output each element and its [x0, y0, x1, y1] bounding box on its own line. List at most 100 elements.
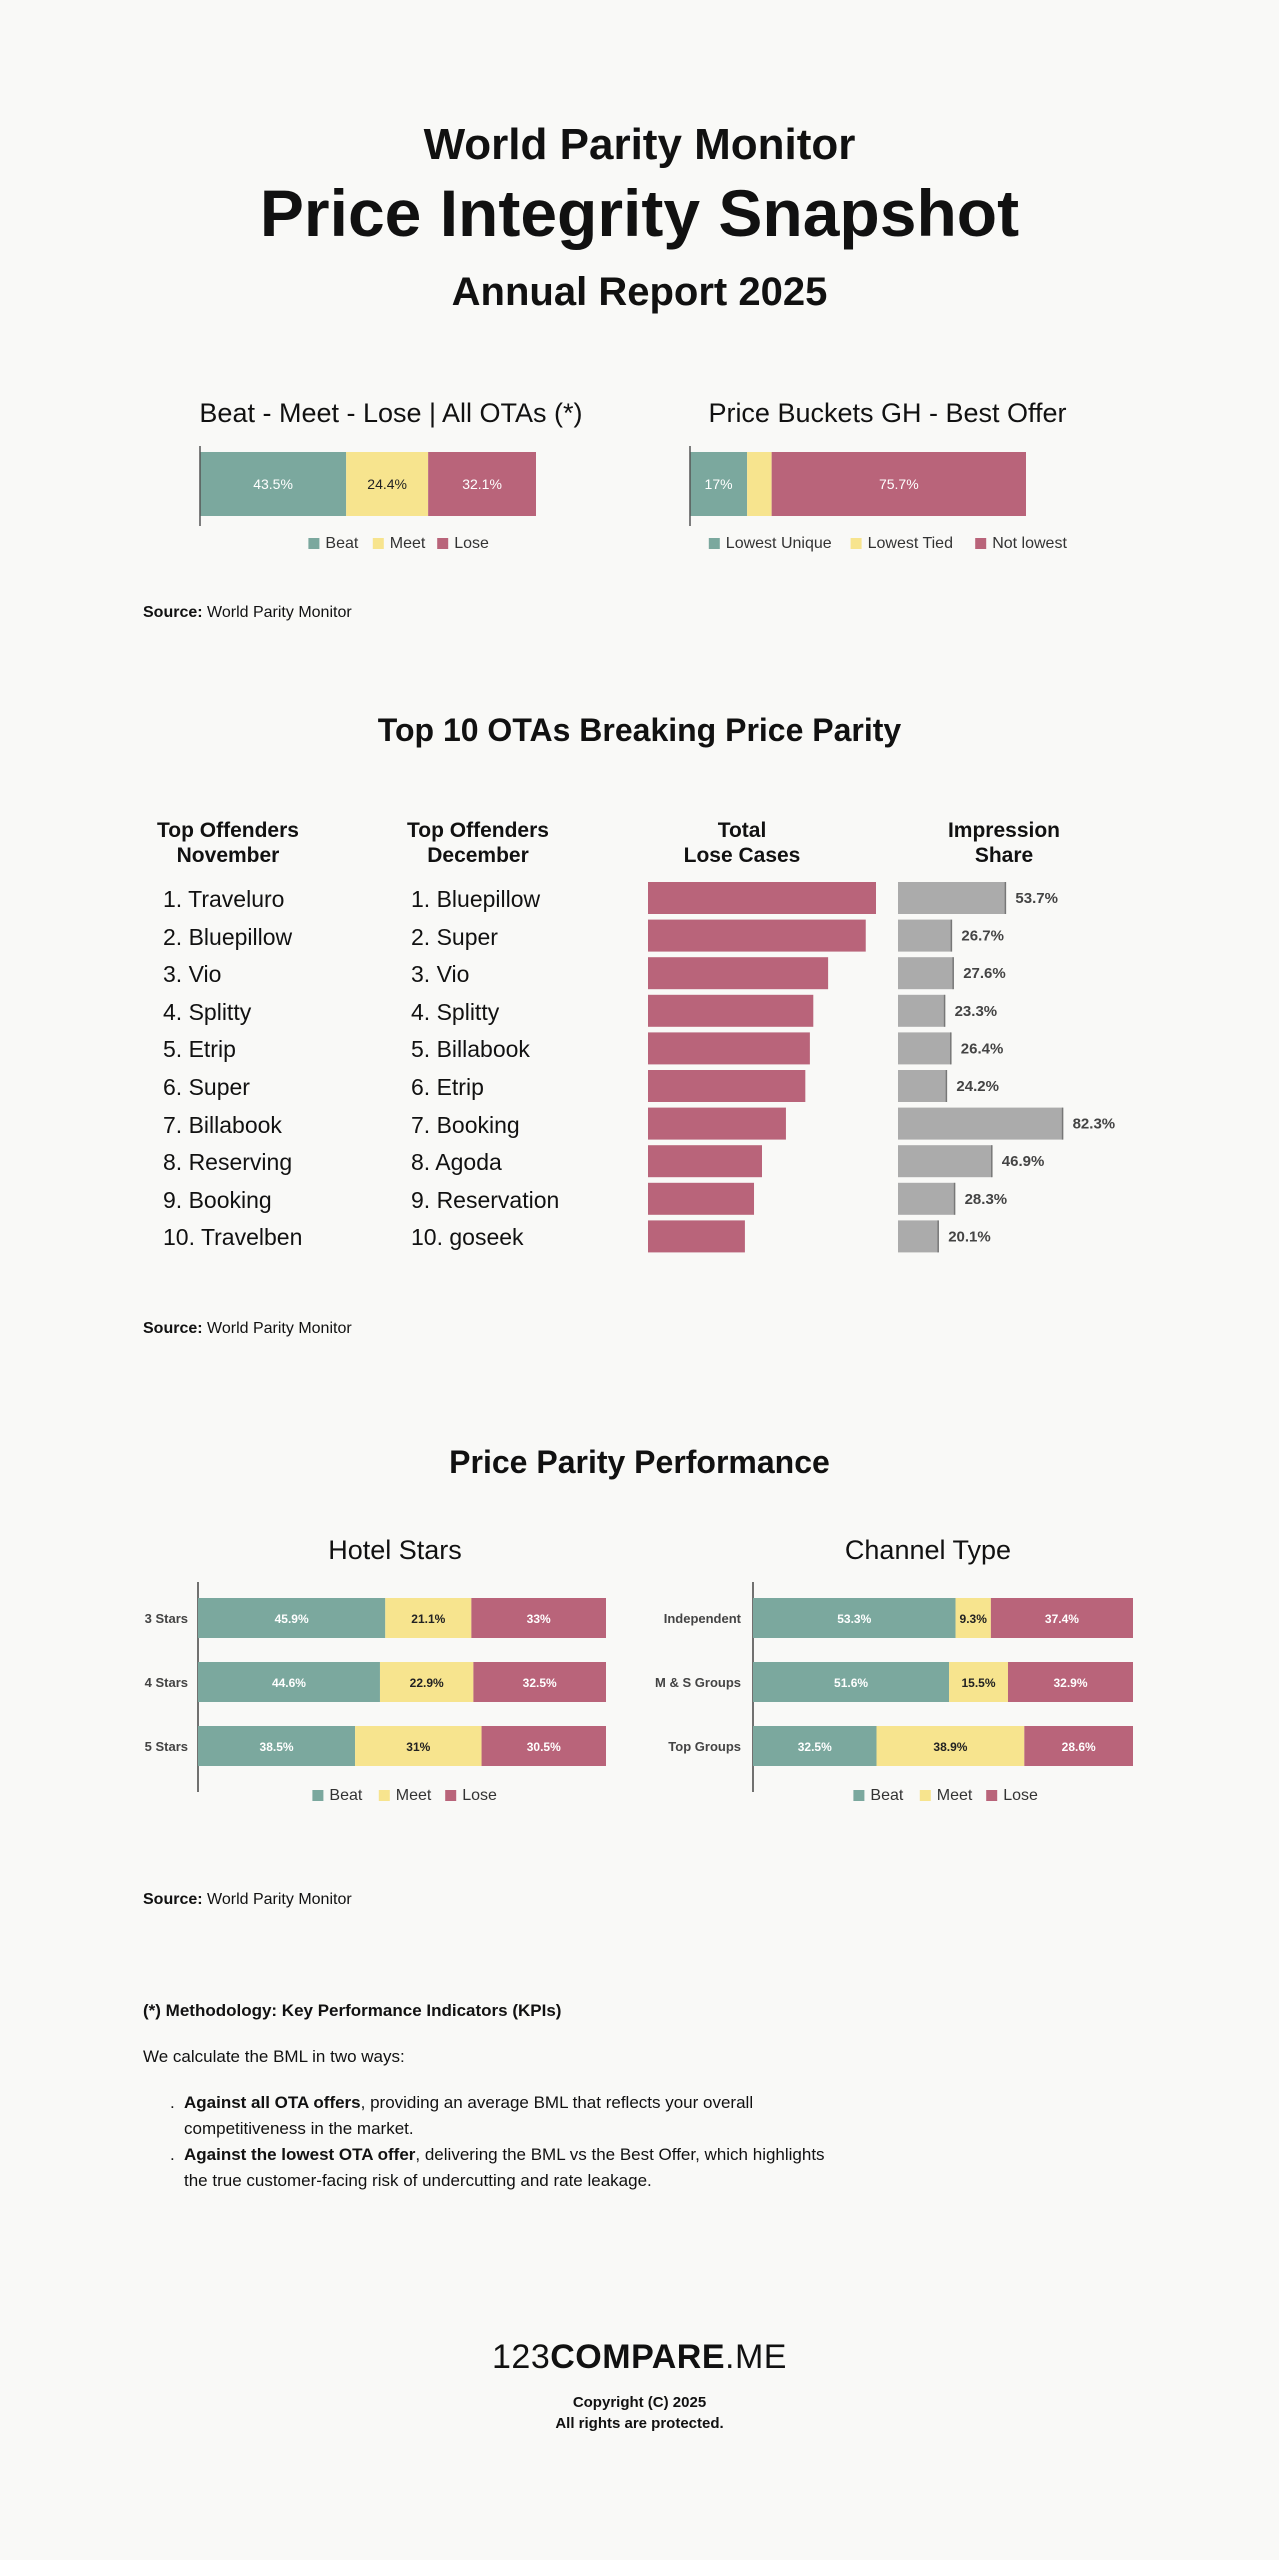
bar-segment-beat — [198, 1726, 356, 1766]
legend-label: Beat — [329, 1787, 362, 1804]
legend-swatch — [378, 1790, 390, 1801]
legend-label: Meet — [937, 1787, 973, 1804]
impression-label: 23.3% — [955, 1003, 998, 1020]
november-offender-item: 5. Etrip — [163, 1036, 236, 1063]
bar-segment-meet — [355, 1726, 482, 1766]
legend-label: Lowest Tied — [868, 535, 953, 552]
data-label: 32.1% — [462, 476, 502, 492]
source-text: World Parity Monitor — [207, 604, 352, 621]
methodology-title: (*) Methodology: Key Performance Indicat… — [143, 2001, 562, 2020]
december-offender-item: 7. Booking — [411, 1111, 520, 1138]
header-share: Impression Share — [947, 819, 1061, 867]
november-offender-item: 10. Travelben — [163, 1224, 303, 1251]
november-offender-item: 7. Billabook — [163, 1111, 282, 1138]
methodology-bullet: . Against all OTA offers, providing an a… — [170, 2093, 754, 2138]
december-offender-item: 2. Super — [411, 923, 498, 950]
legend-swatch — [975, 538, 987, 549]
impression-label: 26.7% — [961, 928, 1004, 945]
data-label: 43.5% — [253, 476, 293, 492]
data-label: 53.3% — [837, 1612, 871, 1626]
november-offender-item: 1. Traveluro — [163, 886, 285, 912]
bar-segment-lose — [990, 1598, 1133, 1638]
legend-swatch — [708, 538, 720, 549]
bar-segment-beat — [753, 1598, 956, 1638]
legend-swatch — [312, 1790, 324, 1801]
data-label: 9.3% — [960, 1612, 988, 1626]
impression-bar — [898, 1145, 992, 1178]
lose-cases-bar — [648, 1032, 810, 1065]
legend-label: Lose — [454, 535, 489, 552]
november-offender-item: 9. Booking — [163, 1186, 272, 1213]
header-lose: Total Lose Cases — [683, 819, 801, 867]
category-label: 3 Stars — [145, 1611, 188, 1626]
data-label: 32.5% — [523, 1676, 557, 1690]
impression-label: 28.3% — [965, 1191, 1008, 1208]
november-offender-item: 4. Splitty — [163, 998, 252, 1025]
data-label: 51.6% — [834, 1676, 868, 1690]
data-label: 38.5% — [260, 1740, 294, 1754]
legend-swatch — [850, 538, 862, 549]
data-label: 37.4% — [1045, 1612, 1079, 1626]
data-label: 32.9% — [1053, 1676, 1087, 1690]
bar-segment-not-lowest — [771, 452, 1026, 516]
november-offender-item: 8. Reserving — [163, 1149, 293, 1176]
category-label: Independent — [664, 1611, 742, 1626]
data-label: 44.6% — [272, 1676, 306, 1690]
impression-label: 24.2% — [956, 1078, 999, 1095]
impression-bar — [898, 1070, 947, 1102]
lose-cases-bar — [648, 1145, 762, 1178]
buckets-chart-title: Price Buckets GH - Best Offer — [708, 398, 1067, 428]
bar-segment-meet — [949, 1662, 1008, 1702]
december-offender-item: 3. Vio — [411, 961, 470, 988]
legend-swatch — [372, 538, 384, 549]
data-label: 45.9% — [275, 1612, 309, 1626]
channel-chart: Independent 53.3% 9.3% 37.4% M & S Groups 51.… — [655, 1582, 1133, 1804]
bar-segment-beat — [198, 1598, 386, 1638]
source-note-3: Source: World Parity Monitor — [143, 1891, 352, 1908]
channel-chart-title: Channel Type — [844, 1535, 1012, 1565]
bar-segment-lose — [1007, 1662, 1133, 1702]
offenders-november-list: 1. Traveluro 2. Bluepillow 3. Vio 4. Splitt… — [163, 881, 393, 1257]
impression-label: 82.3% — [1073, 1116, 1116, 1133]
legend-label: Meet — [396, 1787, 432, 1804]
data-label: 17% — [705, 476, 733, 492]
december-offender-item: 4. Splitty — [411, 998, 500, 1025]
legend-swatch — [308, 538, 320, 549]
lose-cases-bar — [648, 919, 866, 952]
methodology-intro: We calculate the BML in two ways: — [143, 2047, 405, 2066]
legend-label: Meet — [390, 535, 426, 552]
legend-label: Lose — [462, 1787, 497, 1804]
data-label: 22.9% — [410, 1676, 444, 1690]
data-label: 75.7% — [879, 476, 919, 492]
bml-chart-title: Beat - Meet - Lose | All OTAs (*) — [199, 398, 583, 428]
bar-segment-lose — [473, 1662, 606, 1702]
lose-cases-chart — [648, 882, 876, 1253]
legend-label: Beat — [325, 535, 358, 552]
offenders-december-list: 1. Bluepillow 2. Super 3. Vio 4. Splitty 5. … — [411, 881, 641, 1257]
november-offender-item: 6. Super — [163, 1073, 250, 1100]
data-label: 31% — [406, 1740, 430, 1754]
impression-bar — [898, 1032, 951, 1065]
impression-bar — [898, 1107, 1063, 1140]
data-label: 15.5% — [962, 1676, 996, 1690]
data-label: 33% — [527, 1612, 551, 1626]
november-offender-item: 3. Vio — [163, 961, 222, 988]
lose-cases-bar — [648, 1182, 755, 1215]
copyright: Copyright (C) 2025 All rights are protec… — [555, 2394, 724, 2432]
impression-label: 46.9% — [1002, 1153, 1045, 1170]
impression-bar — [898, 994, 945, 1027]
legend-label: Not lowest — [992, 535, 1067, 552]
source-note-2: Source: World Parity Monitor — [143, 1320, 352, 1337]
december-offender-item: 9. Reservation — [411, 1186, 560, 1213]
impression-bar — [898, 882, 1006, 914]
header-dec: Top Offenders December — [407, 819, 549, 867]
data-label: 21.1% — [411, 1612, 445, 1626]
legend-swatch — [919, 1790, 931, 1801]
november-offender-item: 2. Bluepillow — [163, 923, 293, 950]
december-offender-item: 1. Bluepillow — [411, 886, 541, 912]
legend-swatch — [437, 538, 449, 549]
page-subtitle: Annual Report 2025 — [451, 270, 828, 314]
stars-chart-title: Hotel Stars — [328, 1535, 462, 1565]
legend-label: Lose — [1003, 1787, 1038, 1804]
